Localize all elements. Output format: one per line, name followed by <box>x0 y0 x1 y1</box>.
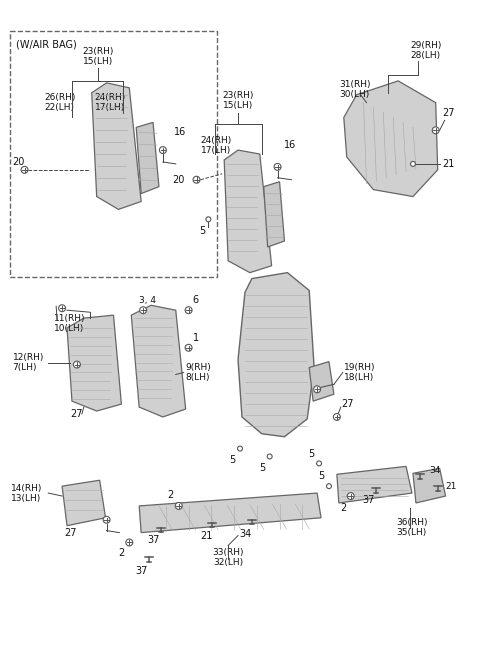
Text: 18(LH): 18(LH) <box>344 373 374 382</box>
Polygon shape <box>224 150 272 273</box>
Polygon shape <box>413 468 445 503</box>
Text: 8(LH): 8(LH) <box>186 373 210 382</box>
Circle shape <box>326 483 331 489</box>
Circle shape <box>432 127 439 134</box>
Text: 14(RH): 14(RH) <box>11 483 42 493</box>
Circle shape <box>126 539 133 546</box>
Text: 2: 2 <box>341 503 347 513</box>
Text: 21: 21 <box>443 159 455 169</box>
Text: 22(LH): 22(LH) <box>44 103 74 112</box>
Text: 23(RH): 23(RH) <box>82 47 113 56</box>
Text: 19(RH): 19(RH) <box>344 363 375 372</box>
Text: 21: 21 <box>200 531 213 541</box>
Text: 31(RH): 31(RH) <box>339 80 371 89</box>
Text: 29(RH): 29(RH) <box>410 41 442 50</box>
Text: 37: 37 <box>147 535 159 544</box>
Text: 16: 16 <box>174 127 186 137</box>
Text: 20: 20 <box>172 174 185 185</box>
Circle shape <box>140 307 146 314</box>
Text: 3, 4: 3, 4 <box>139 296 156 305</box>
Circle shape <box>103 516 110 523</box>
Text: 33(RH): 33(RH) <box>212 548 244 557</box>
Circle shape <box>274 163 281 171</box>
Text: 34: 34 <box>240 529 252 539</box>
Text: 20: 20 <box>12 157 25 167</box>
Text: 26(RH): 26(RH) <box>44 93 76 102</box>
Text: 5: 5 <box>199 226 205 236</box>
Text: 16: 16 <box>284 140 296 150</box>
Text: 5: 5 <box>260 463 266 474</box>
Polygon shape <box>264 182 285 247</box>
Text: 10(LH): 10(LH) <box>54 323 84 333</box>
Circle shape <box>313 386 321 393</box>
Circle shape <box>159 147 167 154</box>
Polygon shape <box>309 361 334 401</box>
Polygon shape <box>136 123 159 194</box>
Circle shape <box>267 454 272 459</box>
Circle shape <box>410 161 416 167</box>
Text: 21: 21 <box>445 482 457 491</box>
Text: 34: 34 <box>430 466 441 475</box>
Circle shape <box>185 307 192 314</box>
Circle shape <box>238 446 242 451</box>
Text: 2: 2 <box>118 548 124 558</box>
Text: 35(LH): 35(LH) <box>396 528 426 537</box>
Text: 23(RH): 23(RH) <box>222 91 254 100</box>
Text: 2: 2 <box>168 490 174 500</box>
Circle shape <box>334 413 340 420</box>
Polygon shape <box>238 273 314 437</box>
FancyBboxPatch shape <box>10 31 217 277</box>
Text: 24(RH): 24(RH) <box>95 93 126 102</box>
Text: 5: 5 <box>308 449 314 459</box>
Polygon shape <box>62 480 106 525</box>
Text: 12(RH): 12(RH) <box>12 353 44 362</box>
Text: 9(RH): 9(RH) <box>186 363 211 372</box>
Text: 27: 27 <box>70 409 83 419</box>
Polygon shape <box>337 466 412 503</box>
Polygon shape <box>92 83 141 209</box>
Text: 5: 5 <box>229 455 235 466</box>
Text: 17(LH): 17(LH) <box>95 103 125 112</box>
Text: 15(LH): 15(LH) <box>83 56 113 66</box>
Text: 30(LH): 30(LH) <box>339 91 369 99</box>
Circle shape <box>206 216 211 222</box>
Circle shape <box>317 461 322 466</box>
Text: (W/AIR BAG): (W/AIR BAG) <box>16 39 76 49</box>
Circle shape <box>193 176 200 183</box>
Text: 17(LH): 17(LH) <box>201 146 231 155</box>
Circle shape <box>185 344 192 351</box>
Text: 36(RH): 36(RH) <box>396 518 428 527</box>
Text: 15(LH): 15(LH) <box>223 101 253 110</box>
Text: 27: 27 <box>443 108 455 117</box>
Circle shape <box>347 493 354 499</box>
Text: 32(LH): 32(LH) <box>213 558 243 567</box>
Text: 37: 37 <box>362 495 375 505</box>
Polygon shape <box>344 81 438 197</box>
Circle shape <box>175 502 182 509</box>
Text: 6: 6 <box>192 295 199 305</box>
Polygon shape <box>139 493 321 533</box>
Text: 37: 37 <box>135 566 147 576</box>
Text: 24(RH): 24(RH) <box>201 136 232 145</box>
Text: 27: 27 <box>341 399 353 409</box>
Text: 1: 1 <box>192 333 199 343</box>
Text: 11(RH): 11(RH) <box>54 314 85 323</box>
Polygon shape <box>131 305 186 417</box>
Text: 27: 27 <box>64 527 77 538</box>
Circle shape <box>73 361 80 368</box>
Circle shape <box>59 305 66 312</box>
Circle shape <box>21 167 28 173</box>
Text: 5: 5 <box>318 471 324 482</box>
Text: 7(LH): 7(LH) <box>12 363 37 372</box>
Text: 13(LH): 13(LH) <box>11 493 41 502</box>
Polygon shape <box>67 315 121 411</box>
Text: 28(LH): 28(LH) <box>410 51 440 60</box>
